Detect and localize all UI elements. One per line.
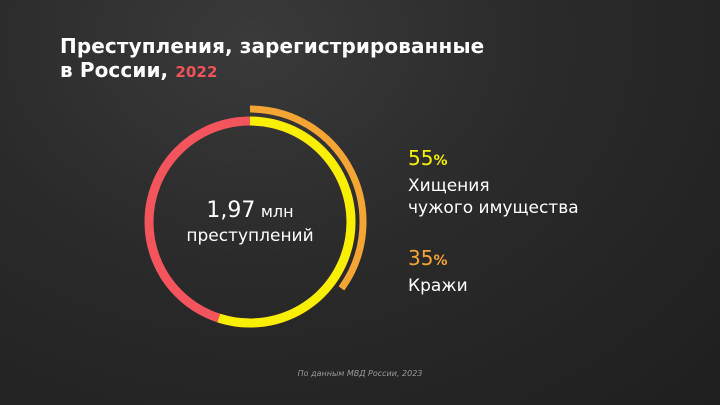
legend-label-line-1: Хищения: [408, 176, 490, 196]
donut-arc-theft: [249, 105, 367, 291]
donut-arc-property-theft: [217, 116, 356, 328]
title-year: 2022: [175, 63, 218, 81]
legend-label-line-1: Кражи: [408, 276, 468, 296]
center-total: 1,97 млн: [160, 199, 340, 224]
center-label: 1,97 млн преступлений: [160, 199, 340, 248]
legend-percent-sign: %: [433, 153, 448, 169]
legend-percent-theft: 35%: [408, 246, 468, 273]
center-unit: млн: [260, 202, 294, 221]
center-caption: преступлений: [186, 226, 314, 246]
legend-percent-value: 55: [408, 146, 434, 170]
legend-label-property-theft: Хищения чужого имущества: [408, 175, 579, 219]
legend-percent-sign: %: [433, 253, 448, 269]
legend-percent-property-theft: 55%: [408, 146, 579, 173]
legend-item-property-theft: 55% Хищения чужого имущества: [408, 146, 579, 219]
title-line-2: в России, 2022: [60, 58, 660, 84]
title-line-1: Преступления, зарегистрированные: [60, 34, 485, 58]
chart-title: Преступления, зарегистрированные в Росси…: [60, 34, 660, 84]
legend-item-theft: 35% Кражи: [408, 246, 468, 297]
legend-label-theft: Кражи: [408, 275, 468, 297]
source-note: По данным МВД России, 2023: [297, 369, 423, 378]
legend-percent-value: 35: [408, 246, 434, 270]
legend-label-line-2: чужого имущества: [408, 198, 579, 218]
title-line-2-text: в России,: [60, 58, 169, 82]
center-value: 1,97: [206, 198, 256, 223]
